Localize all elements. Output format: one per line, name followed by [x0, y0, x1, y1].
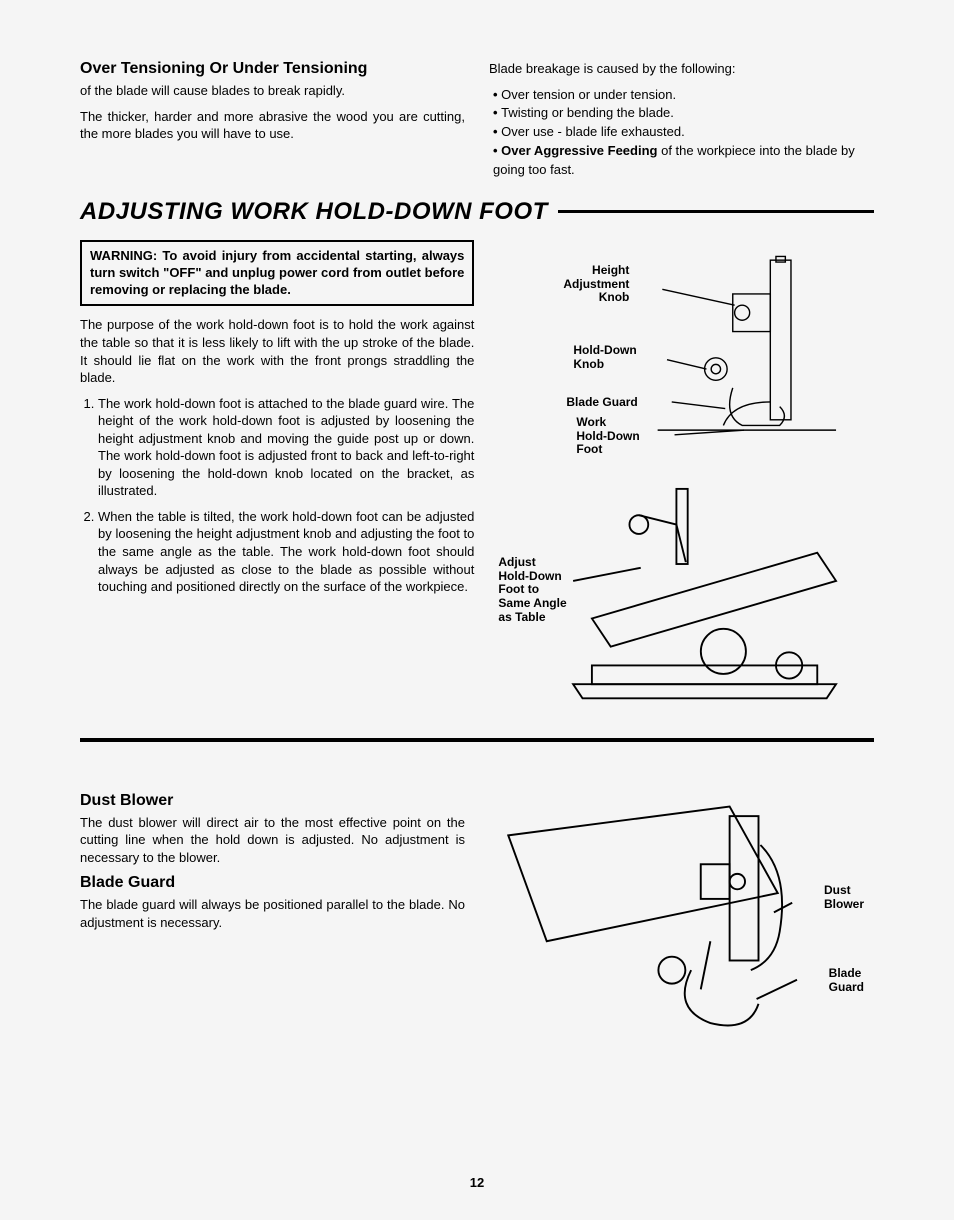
- page-number: 12: [0, 1175, 954, 1190]
- adjusting-steps: The work hold-down foot is attached to t…: [80, 395, 474, 596]
- step-1: The work hold-down foot is attached to t…: [98, 395, 474, 500]
- tension-line2: The thicker, harder and more abrasive th…: [80, 108, 465, 143]
- figure-dust-blower: DustBlower BladeGuard: [489, 772, 874, 1072]
- tension-heading: Over Tensioning Or Under Tensioning: [80, 60, 465, 78]
- bullet-4: Over Aggressive Feeding of the workpiece…: [493, 142, 874, 180]
- label-holddown-knob: Hold-DownKnob: [573, 344, 636, 372]
- top-right-col: Blade breakage is caused by the followin…: [489, 60, 874, 180]
- step-2: When the table is tilted, the work hold-…: [98, 508, 474, 596]
- breakage-list: Over tension or under tension. Twisting …: [489, 86, 874, 180]
- label-adjust-same-angle: AdjustHold-DownFoot toSame Angleas Table: [498, 556, 566, 625]
- label-blade-guard: Blade Guard: [566, 396, 637, 410]
- dust-text: The dust blower will direct air to the m…: [80, 814, 465, 867]
- adjusting-heading-text: ADJUSTING WORK HOLD-DOWN FOOT: [80, 198, 548, 226]
- guard-heading: Blade Guard: [80, 874, 465, 892]
- label-dust-blower: DustBlower: [824, 884, 864, 912]
- figure-tilted-table: AdjustHold-DownFoot toSame Angleas Table: [498, 470, 874, 720]
- bullet-3: Over use - blade life exhausted.: [493, 123, 874, 142]
- bullet-1: Over tension or under tension.: [493, 86, 874, 105]
- dust-heading: Dust Blower: [80, 792, 465, 810]
- top-section: Over Tensioning Or Under Tensioning of t…: [80, 60, 874, 180]
- adjusting-heading: ADJUSTING WORK HOLD-DOWN FOOT: [80, 198, 874, 226]
- top-left-col: Over Tensioning Or Under Tensioning of t…: [80, 60, 465, 180]
- dust-guard-left: Dust Blower The dust blower will direct …: [80, 772, 465, 1072]
- warning-text: WARNING: To avoid injury from accidental…: [90, 248, 464, 297]
- breakage-intro: Blade breakage is caused by the followin…: [489, 60, 874, 78]
- dust-guard-figure-col: DustBlower BladeGuard: [489, 772, 874, 1072]
- guard-text: The blade guard will always be positione…: [80, 896, 465, 931]
- label-work-holddown: WorkHold-DownFoot: [576, 416, 639, 457]
- heading-rule: [558, 210, 874, 213]
- bullet-2: Twisting or bending the blade.: [493, 104, 874, 123]
- tension-line1: of the blade will cause blades to break …: [80, 82, 465, 100]
- adjusting-left-col: WARNING: To avoid injury from accidental…: [80, 240, 474, 720]
- label-blade-guard-fig: BladeGuard: [829, 967, 864, 995]
- label-height-knob: HeightAdjustmentKnob: [563, 264, 629, 305]
- adjusting-right-col: HeightAdjustmentKnob Hold-DownKnob Blade…: [498, 240, 874, 720]
- adjusting-section: WARNING: To avoid injury from accidental…: [80, 240, 874, 720]
- dust-guard-section: Dust Blower The dust blower will direct …: [80, 772, 874, 1072]
- adjusting-intro: The purpose of the work hold-down foot i…: [80, 316, 474, 386]
- figure-holddown-detail: HeightAdjustmentKnob Hold-DownKnob Blade…: [498, 240, 874, 470]
- figure-1-svg: [498, 240, 874, 470]
- section-divider: [80, 738, 874, 742]
- warning-box: WARNING: To avoid injury from accidental…: [80, 240, 474, 307]
- bullet-4-bold: Over Aggressive Feeding: [501, 143, 657, 158]
- figure-3-svg: [489, 772, 874, 1072]
